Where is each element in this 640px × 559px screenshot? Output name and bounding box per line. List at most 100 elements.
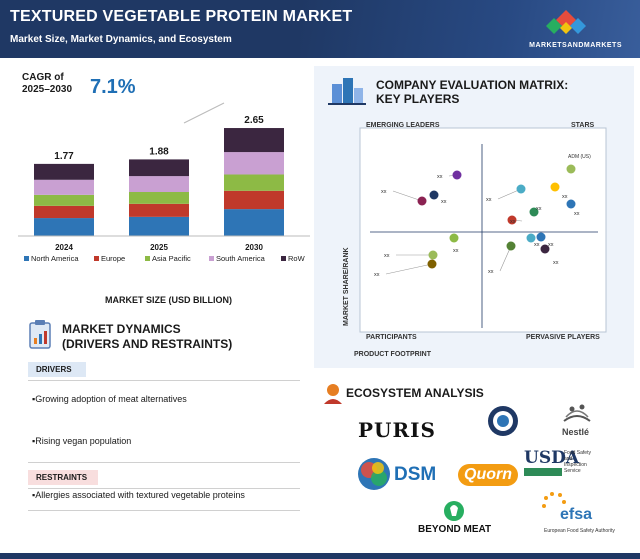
legend-swatch [209, 256, 214, 261]
ecosystem-title: ECOSYSTEM ANALYSIS [346, 386, 484, 400]
matrix-company-label: xx [374, 272, 380, 278]
bar-segment-2024-europe [34, 205, 94, 219]
ecosystem-icon [324, 384, 342, 404]
legend-swatch [145, 256, 150, 261]
x-tick-label: 2024 [55, 243, 73, 252]
matrix-company-label: xx [488, 269, 494, 275]
restraint-text: Allergies associated with textured veget… [35, 490, 245, 500]
bar-total-label: 2.65 [244, 115, 264, 126]
drivers-tag: DRIVERS [28, 362, 86, 377]
quadrant-label-pervasive-players: PERVASIVE PLAYERS [526, 334, 600, 341]
bar-segment-2025-asia-pacific [129, 192, 189, 204]
bar-segment-2030-row [224, 128, 284, 153]
bar-segment-2030-asia-pacific [224, 174, 284, 191]
matrix-plot-area [359, 127, 607, 333]
matrix-company-bubble [417, 196, 427, 206]
legend-swatch [281, 256, 286, 261]
matrix-company-bubble [566, 199, 576, 209]
matrix-company-label: xx [510, 219, 516, 225]
matrix-company-label: xx [381, 189, 387, 195]
puris-logo: PURIS [358, 418, 436, 442]
bar-segment-2030-south-america [224, 152, 284, 175]
matrix-leader-line [392, 190, 423, 202]
x-tick-label: 2030 [245, 243, 263, 252]
company-evaluation-matrix: EMERGING LEADERS STARS PARTICIPANTS PERV… [343, 122, 607, 358]
bar-segment-2025-row [129, 159, 189, 177]
restraint-item: ▪Allergies associated with textured vege… [32, 490, 245, 500]
beyond-meat-logo: BEYOND MEAT [418, 524, 492, 535]
driver-text: Growing adoption of meat alternatives [35, 394, 187, 404]
buildings-icon [328, 78, 366, 105]
matrix-points: ADM (US) xx xx xx xx xx xx xx xx xx xx xx xx xx xx xx [374, 154, 591, 278]
beyond-meat-hero-icon [444, 501, 464, 521]
matrix-company-bubble [540, 244, 550, 254]
footer-bar [0, 553, 640, 559]
driver-item: ▪Rising vegan population [32, 436, 132, 446]
matrix-company-label: xx [562, 194, 568, 200]
bar-segment-2024-north-america [34, 218, 94, 236]
legend-label: South America [216, 254, 266, 263]
company-matrix-title: COMPANY EVALUATION MATRIX: KEY PLAYERS [376, 78, 568, 106]
marketsandmarkets-logo-icon [546, 10, 586, 34]
matrix-company-label: xx [437, 174, 443, 180]
usda-subtitle: Food Safety and Inspection Service [564, 450, 591, 474]
clipboard-icon [29, 320, 51, 349]
market-dynamics-title-line1: MARKET DYNAMICS [62, 322, 181, 336]
legend-label: North America [31, 254, 79, 263]
matrix-company-bubble [516, 184, 526, 194]
matrix-company-bubble [536, 232, 546, 242]
bar-segment-2025-europe [129, 203, 189, 217]
bar-segment-2024-row [34, 163, 94, 180]
matrix-company-label: xx [384, 253, 390, 259]
usda-stripe [524, 468, 562, 476]
legend-label: RoW [288, 254, 306, 263]
market-dynamics-title: MARKET DYNAMICS (DRIVERS AND RESTRAINTS) [62, 322, 232, 352]
bar-segment-2030-europe [224, 190, 284, 210]
cagr-label-line2: 2025–2030 [22, 84, 73, 95]
market-size-chart: 1.77 2024 1.88 2025 2.65 2030 North America Eur… [18, 102, 310, 263]
matrix-company-bubble [529, 207, 539, 217]
matrix-company-label: xx [441, 199, 447, 205]
dsm-logo-icon [358, 458, 390, 490]
divider [28, 462, 300, 463]
bar-segment-2025-south-america [129, 176, 189, 192]
legend-swatch [24, 256, 29, 261]
brand-name: MARKETSANDMARKETS [529, 42, 622, 49]
dsm-logo: DSM [394, 464, 437, 485]
matrix-company-bubble [550, 182, 560, 192]
matrix-company-label: xx [534, 242, 540, 248]
bar-segment-2030-north-america [224, 209, 284, 236]
matrix-company-bubble [566, 164, 576, 174]
nestle-nest-icon [563, 404, 591, 422]
usda-logo: USDA [524, 448, 580, 468]
divider [28, 380, 300, 381]
bar-segment-2024-south-america [34, 179, 94, 195]
driver-item: ▪Growing adoption of meat alternatives [32, 394, 187, 404]
cagr-value: 7.1% [90, 76, 136, 98]
matrix-company-bubble [526, 233, 536, 243]
matrix-company-bubble [427, 259, 437, 269]
matrix-company-label: xx [536, 206, 542, 212]
market-dynamics-title-line2: (DRIVERS AND RESTRAINTS) [62, 337, 233, 351]
matrix-y-axis-label: MARKET SHARE/RANK [343, 247, 350, 326]
matrix-company-bubble [429, 190, 439, 200]
legend-swatch [94, 256, 99, 261]
matrix-company-bubble [506, 241, 516, 251]
bar-segment-2025-north-america [129, 216, 189, 236]
matrix-company-label: xx [548, 242, 554, 248]
matrix-company-label: xx [453, 248, 459, 254]
bar-total-label: 1.77 [54, 151, 74, 162]
restraints-tag: RESTRAINTS [28, 470, 98, 485]
matrix-company-label: ADM (US) [568, 154, 591, 160]
cagr-label: CAGR of 2025–2030 [22, 72, 72, 96]
nestle-logo: Nestlé [562, 427, 590, 437]
x-tick-label: 2025 [150, 243, 168, 252]
legend-label: Europe [101, 254, 125, 263]
matrix-leader-line [499, 245, 512, 272]
efsa-subtitle: European Food Safety Authority [544, 528, 615, 534]
efsa-logo: efsa [560, 506, 593, 523]
matrix-company-label: xx [574, 211, 580, 217]
quadrant-label-stars: STARS [571, 122, 595, 129]
company-matrix-title-line2: KEY PLAYERS [376, 92, 460, 106]
growth-arrow-line [183, 102, 225, 124]
